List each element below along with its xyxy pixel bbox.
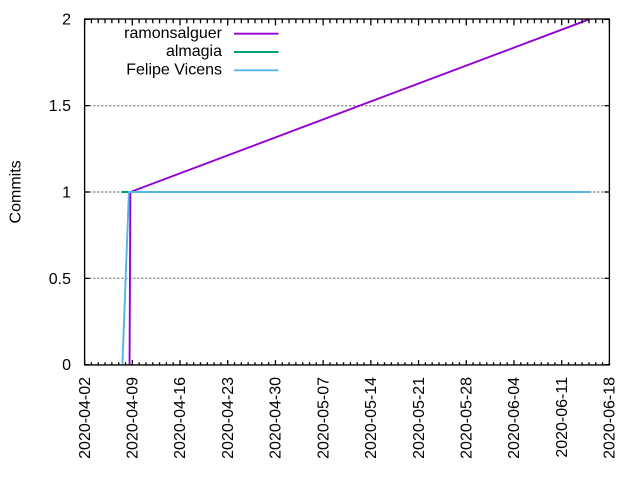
svg-text:2020-04-09: 2020-04-09 — [125, 377, 142, 459]
svg-text:2020-06-11: 2020-06-11 — [554, 377, 571, 458]
svg-text:2: 2 — [62, 12, 71, 29]
svg-text:2020-05-07: 2020-05-07 — [315, 377, 332, 459]
svg-text:1.5: 1.5 — [49, 98, 71, 115]
svg-text:2020-05-28: 2020-05-28 — [458, 377, 475, 459]
svg-text:2020-06-18: 2020-06-18 — [602, 377, 619, 459]
svg-text:2020-05-14: 2020-05-14 — [363, 377, 380, 459]
svg-text:1: 1 — [62, 184, 71, 201]
svg-text:ramonsalguer: ramonsalguer — [124, 25, 223, 42]
svg-text:2020-04-23: 2020-04-23 — [220, 377, 237, 459]
svg-text:Commits: Commits — [8, 160, 25, 223]
svg-text:almagia: almagia — [166, 43, 222, 60]
svg-text:0: 0 — [62, 357, 71, 374]
svg-text:2020-04-16: 2020-04-16 — [172, 377, 189, 459]
svg-text:Felipe Vicens: Felipe Vicens — [126, 61, 222, 78]
svg-text:2020-05-21: 2020-05-21 — [411, 377, 428, 459]
svg-text:2020-06-04: 2020-06-04 — [506, 377, 523, 459]
svg-text:2020-04-30: 2020-04-30 — [268, 377, 285, 459]
svg-text:0.5: 0.5 — [49, 271, 71, 288]
svg-text:2020-04-02: 2020-04-02 — [77, 377, 94, 459]
